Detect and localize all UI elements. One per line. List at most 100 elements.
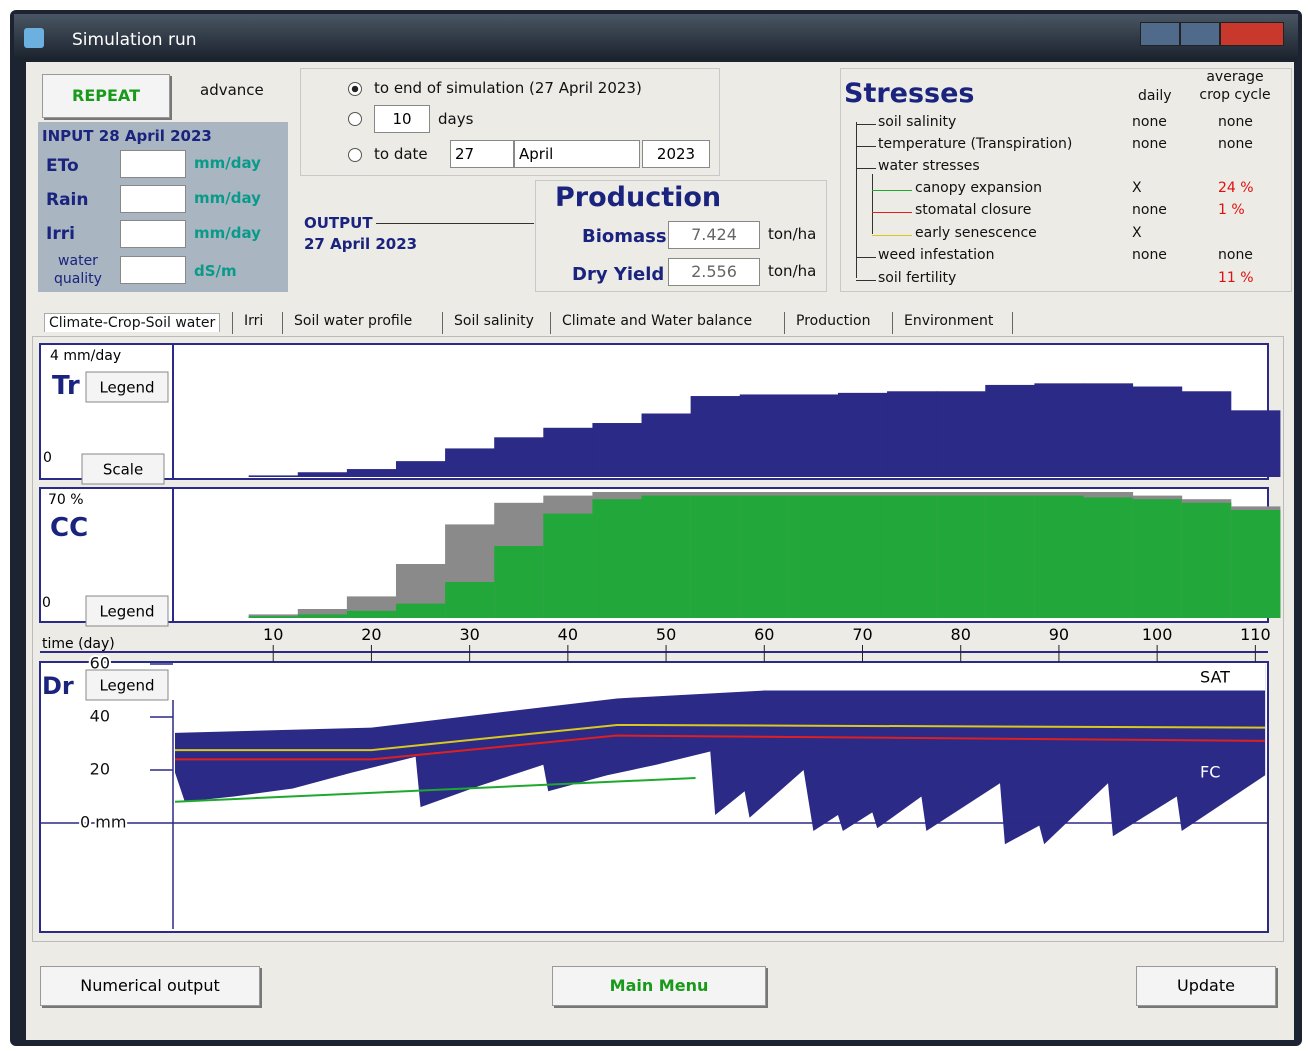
biomass-value: 7.424	[668, 221, 760, 249]
app-icon	[24, 28, 44, 48]
button-label[interactable]: Legend	[99, 379, 154, 397]
day-select[interactable]: 27	[450, 140, 514, 168]
tab-separator	[1012, 312, 1013, 334]
stress-daily: none	[1130, 247, 1169, 263]
eto-input[interactable]	[120, 150, 186, 178]
tree-branch	[872, 235, 912, 236]
tab[interactable]: Climate-Crop-Soil water	[44, 313, 221, 332]
scale-button[interactable]	[81, 453, 165, 485]
month-select[interactable]: April	[514, 140, 640, 168]
legend-button[interactable]	[85, 595, 169, 627]
cc-bar	[1034, 495, 1084, 618]
cc-bar	[1083, 497, 1134, 618]
col-average: average crop cycle	[1199, 69, 1271, 103]
sat-label: SAT	[1200, 668, 1230, 687]
legend-button[interactable]	[85, 669, 169, 701]
stress-average: none	[1216, 247, 1255, 263]
pwp-label: PWP	[1200, 896, 1235, 915]
output-label: OUTPUT	[304, 214, 373, 232]
tab[interactable]: Environment	[904, 313, 994, 329]
production-box	[535, 180, 827, 292]
option-end: to end of simulation (27 April 2023)	[374, 79, 642, 97]
quality-input[interactable]	[120, 256, 186, 284]
days-input[interactable]: 10	[374, 105, 430, 133]
tab-separator	[232, 312, 233, 334]
tree-branch	[856, 146, 876, 147]
days-label: days	[438, 110, 474, 128]
tr-bar	[690, 396, 741, 477]
chart-label: CC	[50, 513, 88, 543]
below-pwp-area	[175, 664, 1266, 733]
tree-branch	[872, 190, 912, 191]
stress-daily: none	[1130, 136, 1169, 152]
y-tick-label: 60	[90, 654, 110, 673]
tr-bar	[739, 394, 790, 477]
repeat-button[interactable]: REPEAT	[42, 74, 170, 118]
tr-bar	[1034, 383, 1084, 477]
button-label[interactable]: Legend	[99, 677, 154, 695]
tab[interactable]: Soil salinity	[454, 313, 534, 329]
radio-days[interactable]	[348, 112, 362, 126]
x-tick-label: 30	[459, 625, 479, 644]
button-label[interactable]: Scale	[103, 461, 143, 479]
irri-input[interactable]	[120, 220, 186, 248]
x-tick-label: 110	[1240, 625, 1271, 644]
close[interactable]	[1220, 22, 1284, 46]
tree-branch	[856, 124, 876, 125]
time-axis-label: time (day)	[42, 636, 115, 652]
tree-branch	[856, 168, 876, 169]
y-tick-label: 40	[90, 707, 110, 726]
stress-daily: X	[1130, 225, 1144, 241]
input-title: INPUT 28 April 2023	[42, 127, 212, 145]
tr-bar	[543, 427, 593, 477]
cc-bar	[297, 614, 348, 618]
stress-daily: X	[1130, 180, 1144, 196]
input-label: water quality	[54, 253, 102, 287]
cc-bar	[936, 495, 986, 618]
tab[interactable]: Soil water profile	[294, 313, 413, 329]
input-label: ETo	[46, 156, 79, 176]
axis-bottom-label: 0	[43, 450, 52, 466]
x-tick-label: 70	[852, 625, 872, 644]
maximize[interactable]	[1180, 22, 1220, 46]
minimize[interactable]	[1140, 22, 1180, 46]
button-label[interactable]: Legend	[99, 603, 154, 621]
threshold-line	[174, 776, 696, 803]
tr-bar	[788, 394, 839, 477]
cc-bar	[788, 495, 839, 618]
tr-bar	[1230, 410, 1281, 477]
tr-bar	[248, 475, 299, 477]
year-input[interactable]: 2023	[642, 140, 710, 168]
tab-separator	[784, 312, 785, 334]
production-label: Biomass	[582, 226, 667, 247]
tr-bar	[1132, 386, 1183, 477]
cc-bar	[592, 499, 643, 618]
main-menu-button[interactable]: Main Menu	[552, 966, 766, 1006]
options-box	[300, 68, 720, 176]
threshold-line	[175, 734, 1266, 761]
fc-label: FC	[1200, 763, 1220, 782]
x-tick-label: 20	[361, 625, 381, 644]
tab[interactable]: Irri	[244, 313, 264, 329]
tr-bar	[1083, 383, 1134, 477]
tab[interactable]: Climate and Water balance	[562, 313, 753, 329]
cc-bar	[445, 582, 495, 618]
update-button[interactable]: Update	[1136, 966, 1276, 1006]
to-date-label: to date	[374, 145, 428, 163]
axis-bottom-label: 0	[42, 595, 51, 611]
x-tick-label: 90	[1049, 625, 1069, 644]
axis-top-label: 4 mm/day	[50, 348, 121, 364]
numerical-output-button[interactable]: Numerical output	[40, 966, 260, 1006]
cc-bar	[494, 546, 544, 618]
x-tick-label: 10	[263, 625, 283, 644]
legend-button[interactable]	[85, 371, 169, 403]
tree-line	[872, 174, 873, 234]
tr-bar	[837, 392, 888, 477]
radio-date[interactable]	[348, 148, 362, 162]
radio-end[interactable]	[348, 82, 362, 96]
tab[interactable]: Production	[796, 313, 871, 329]
tr-bar	[297, 472, 348, 477]
rain-input[interactable]	[120, 185, 186, 213]
tr-bar	[887, 391, 937, 477]
